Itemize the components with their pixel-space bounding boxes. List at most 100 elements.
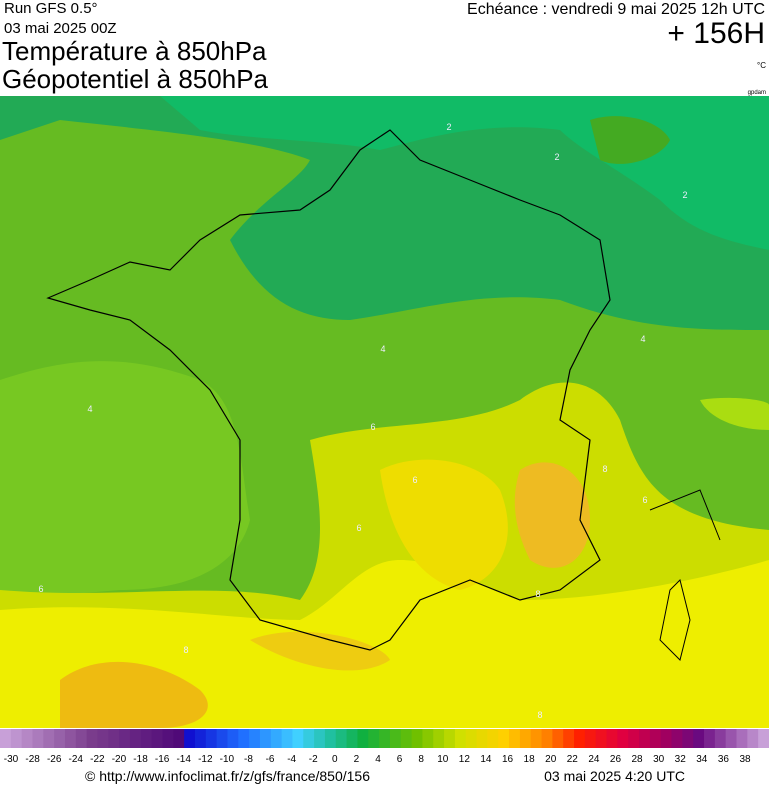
legend-swatch bbox=[628, 729, 640, 748]
legend-label: -2 bbox=[309, 754, 318, 765]
legend-swatch bbox=[238, 729, 250, 748]
legend-swatch bbox=[10, 729, 23, 748]
legend-swatch bbox=[509, 729, 521, 748]
legend-swatch bbox=[682, 729, 694, 748]
legend-swatch bbox=[303, 729, 315, 748]
legend-label: 10 bbox=[437, 754, 449, 765]
legend-label: 18 bbox=[524, 754, 536, 765]
legend-label: 22 bbox=[567, 754, 579, 765]
legend-swatch bbox=[617, 729, 629, 748]
legend-swatch bbox=[725, 729, 738, 748]
legend-swatch bbox=[346, 729, 358, 748]
legend-label: 34 bbox=[696, 754, 708, 765]
color-legend: -30 -28 -26 -24 -22 -20 -18 -16 -14 -12 -10 -8 -6 -4-… bbox=[0, 729, 769, 765]
legend-swatch bbox=[108, 729, 120, 748]
legend-swatch bbox=[281, 729, 293, 748]
legend-label: -14 bbox=[176, 754, 191, 765]
contour-label: 2 bbox=[682, 190, 687, 200]
legend-swatch bbox=[530, 729, 543, 748]
legend-label: 14 bbox=[480, 754, 492, 765]
contour-label: 4 bbox=[87, 404, 92, 414]
source-url: © http://www.infoclimat.fr/z/gfs/france/… bbox=[85, 768, 370, 784]
legend-swatch bbox=[476, 729, 488, 748]
legend-swatch bbox=[606, 729, 618, 748]
timestamp: 03 mai 2025 4:20 UTC bbox=[544, 768, 685, 784]
contour-label: 6 bbox=[38, 584, 43, 594]
legend-swatch bbox=[584, 729, 597, 748]
legend-swatch bbox=[693, 729, 705, 748]
legend-swatch bbox=[411, 729, 423, 748]
legend-swatch bbox=[0, 729, 12, 748]
legend-swatch bbox=[64, 729, 77, 748]
title-temperature: Température à 850hPa bbox=[2, 36, 267, 66]
legend-swatch bbox=[563, 729, 575, 748]
legend-label: -16 bbox=[155, 754, 170, 765]
legend-label: -28 bbox=[25, 754, 40, 765]
contour-label: 2 bbox=[446, 122, 451, 132]
legend-swatch bbox=[541, 729, 553, 748]
legend-swatch bbox=[75, 729, 88, 748]
legend-swatch bbox=[433, 729, 445, 748]
legend-swatch bbox=[704, 729, 716, 748]
legend-swatch bbox=[292, 729, 304, 748]
legend-label: 0 bbox=[332, 754, 338, 765]
legend-swatch bbox=[758, 729, 769, 748]
contour-label: 6 bbox=[356, 523, 361, 533]
legend-swatch bbox=[249, 729, 261, 748]
title-geopotential: Géopotentiel à 850hPa bbox=[2, 64, 269, 94]
legend-label: -6 bbox=[266, 754, 275, 765]
contour-label: 8 bbox=[602, 464, 607, 474]
legend-swatch bbox=[32, 729, 44, 748]
map-field bbox=[0, 96, 769, 728]
legend-swatch bbox=[649, 729, 662, 748]
legend-swatch bbox=[259, 729, 272, 748]
legend-swatch bbox=[660, 729, 673, 748]
contour-label: 8 bbox=[537, 710, 542, 720]
legend-swatch bbox=[129, 729, 142, 748]
legend-swatch bbox=[368, 729, 380, 748]
legend-swatch bbox=[194, 729, 207, 748]
run-date: 03 mai 2025 00Z bbox=[4, 20, 117, 37]
legend-label: 12 bbox=[459, 754, 471, 765]
legend-swatch bbox=[444, 729, 456, 748]
legend-swatch bbox=[379, 729, 391, 748]
legend-swatch bbox=[119, 729, 131, 748]
legend-swatch bbox=[357, 729, 369, 748]
legend-swatch bbox=[671, 729, 683, 748]
legend-swatch bbox=[454, 729, 467, 748]
legend-swatch bbox=[270, 729, 283, 748]
legend-swatch bbox=[324, 729, 337, 748]
contour-label: 8 bbox=[535, 589, 540, 599]
legend-swatch bbox=[216, 729, 228, 748]
legend-swatch bbox=[595, 729, 608, 748]
legend-swatch bbox=[714, 729, 727, 748]
legend-label: 20 bbox=[545, 754, 557, 765]
legend-label: -26 bbox=[47, 754, 62, 765]
legend-swatch bbox=[227, 729, 239, 748]
legend-swatch bbox=[335, 729, 348, 748]
legend-swatch bbox=[21, 729, 33, 748]
legend-swatch bbox=[519, 729, 532, 748]
legend-label: 30 bbox=[653, 754, 665, 765]
run-label: Run GFS 0.5° bbox=[4, 0, 98, 17]
legend-label: 38 bbox=[739, 754, 751, 765]
legend-swatch bbox=[173, 729, 185, 748]
forecast-time: Echéance : vendredi 9 mai 2025 12h UTC bbox=[467, 1, 765, 18]
legend-label: -4 bbox=[287, 754, 296, 765]
legend-swatch bbox=[151, 729, 163, 748]
legend-label: -8 bbox=[244, 754, 253, 765]
legend-swatch bbox=[552, 729, 564, 748]
legend-label: -20 bbox=[112, 754, 127, 765]
contour-label: 6 bbox=[642, 495, 647, 505]
legend-swatch bbox=[465, 729, 478, 748]
legend-label: -22 bbox=[90, 754, 105, 765]
legend-swatch bbox=[205, 729, 218, 748]
legend-swatch bbox=[97, 729, 109, 748]
contour-label: 6 bbox=[370, 422, 375, 432]
legend-swatch bbox=[574, 729, 586, 748]
legend-swatch bbox=[422, 729, 434, 748]
contour-label: 8 bbox=[183, 645, 188, 655]
legend-label: 16 bbox=[502, 754, 514, 765]
legend-label: -24 bbox=[69, 754, 84, 765]
